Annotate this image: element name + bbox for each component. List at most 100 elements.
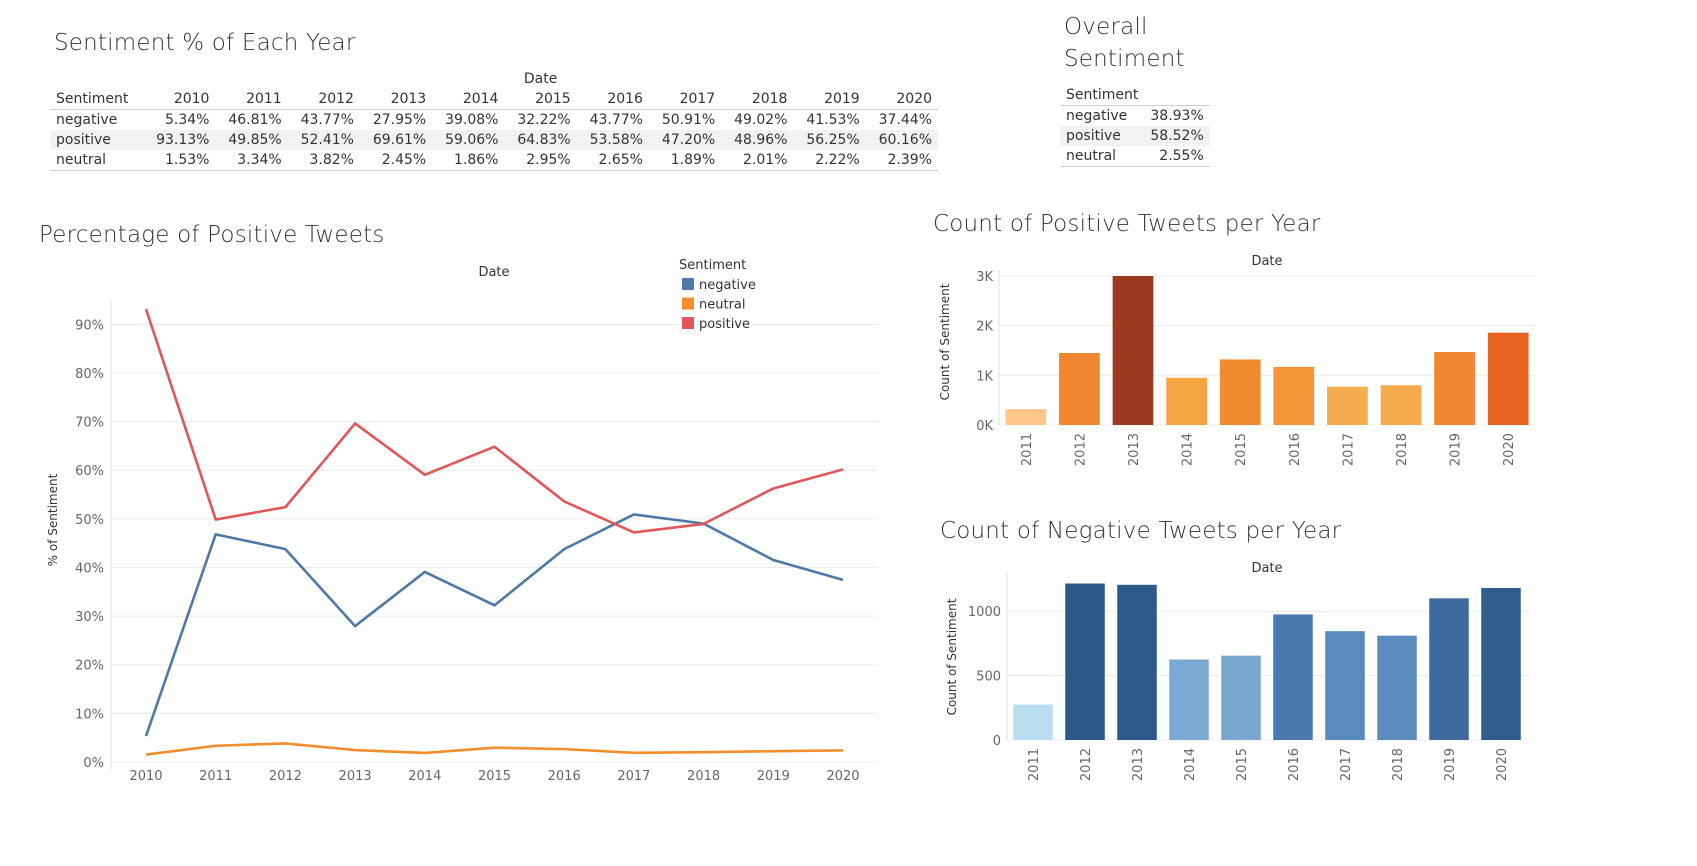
table-cell: 37.44%	[878, 112, 932, 128]
year-column-header: 2017	[648, 89, 722, 110]
x-tick-label: 2017	[1341, 433, 1356, 466]
legend-label: neutral	[699, 298, 746, 313]
table-cell: 5.34%	[164, 112, 210, 128]
table-cell: 2.55%	[1144, 146, 1210, 167]
bar	[1169, 659, 1209, 740]
legend-swatch	[682, 297, 694, 310]
table-cell: 50.91%	[661, 112, 716, 128]
table-cell: 2.22%	[793, 150, 866, 171]
y-axis-title: Count of Sentiment	[945, 598, 959, 715]
table-cell: 69.61%	[359, 130, 433, 150]
y-tick-label: 30%	[75, 610, 104, 625]
year-column-header: 2016	[576, 89, 649, 110]
table-cell: 43.77%	[589, 112, 643, 128]
negative-bar-chart-title: Count of Negative Tweets per Year	[940, 518, 1342, 544]
bar	[1434, 351, 1475, 425]
bar	[1065, 583, 1105, 740]
y-tick-label: 90%	[75, 318, 104, 333]
table-cell: 46.81%	[228, 112, 282, 128]
table-cell: 3.82%	[287, 150, 360, 171]
x-tick-label: 2017	[617, 769, 650, 784]
year-column-header: 2015	[504, 89, 577, 110]
legend-swatch	[682, 278, 694, 290]
bar	[1112, 276, 1154, 425]
overall-title-line1: Overall	[1064, 14, 1148, 40]
y-tick-label: 500	[976, 670, 1001, 685]
positive-bar-chart: 0K 1K 2K 3K 2011 2012 2013 2014 2015 2016 2017 2018…	[938, 254, 1535, 466]
x-tick-label: 2012	[1079, 748, 1094, 781]
x-tick-label: 2018	[1391, 748, 1406, 781]
y-tick-label: 1K	[976, 369, 993, 384]
y-tick-label: 2K	[976, 320, 993, 335]
bar	[1005, 409, 1047, 425]
x-tick-label: 2015	[1235, 748, 1250, 781]
table-cell: 2.65%	[576, 150, 649, 171]
table-cell: 2.39%	[865, 150, 938, 171]
y-tick-label: 40%	[75, 561, 104, 576]
year-column-header: 2010	[143, 89, 216, 110]
table-cell: 1.53%	[143, 150, 216, 171]
bar	[1377, 635, 1417, 740]
x-tick-label: 2019	[1449, 433, 1464, 466]
y-tick-label: 0%	[83, 756, 104, 771]
table-row: negative 38.93%	[1060, 106, 1210, 127]
table-cell: 60.16%	[865, 130, 938, 150]
x-tick-label: 2011	[199, 769, 232, 784]
year-column-header: 2013	[359, 89, 433, 110]
table-cell: 64.83%	[504, 130, 577, 150]
x-tick-label: 2014	[1181, 433, 1196, 466]
year-sentiment-table: Date Sentiment 2010 2011 2012 2013 2014 2015 2…	[50, 69, 938, 171]
x-axis-title: Date	[478, 265, 509, 280]
x-tick-label: 2018	[687, 769, 720, 784]
row-label: neutral	[1060, 146, 1145, 167]
year-table-title: Sentiment % of Each Year	[54, 30, 356, 56]
table-cell: 49.85%	[215, 130, 288, 150]
series-line-negative	[144, 513, 844, 737]
x-tick-label: 2020	[826, 769, 859, 784]
bar	[1481, 588, 1521, 740]
table-row: negative 5.34% 46.81% 43.77% 27.95% 39.08% 32.…	[50, 110, 938, 131]
negative-bar-chart: 0 500 1000 2011 2012 2013 2014 2015 2016 2017 2018…	[945, 561, 1527, 781]
x-tick-label: 2010	[129, 769, 162, 784]
legend-swatch	[682, 317, 694, 329]
table-row: positive 93.13% 49.85% 52.41% 69.61% 59.06% 64…	[50, 130, 938, 150]
bar	[1487, 332, 1529, 425]
y-axis-title: Count of Sentiment	[938, 283, 952, 400]
x-tick-label: 2011	[1027, 748, 1042, 781]
bar	[1013, 704, 1053, 740]
table-cell: 93.13%	[143, 130, 216, 150]
legend-label: positive	[699, 317, 750, 332]
overall-row-header-label: Sentiment	[1060, 85, 1145, 106]
x-tick-label: 2017	[1339, 748, 1354, 781]
bar	[1273, 614, 1313, 740]
x-tick-label: 2016	[548, 769, 581, 784]
table-cell: 2.95%	[504, 150, 577, 171]
bar	[1221, 655, 1261, 740]
x-tick-label: 2011	[1020, 433, 1035, 466]
overall-title-line2: Sentiment	[1064, 46, 1185, 72]
bar	[1166, 377, 1207, 425]
table-cell: 41.53%	[806, 112, 860, 128]
bar	[1117, 584, 1157, 740]
bar	[1219, 359, 1261, 425]
x-tick-label: 2013	[1131, 748, 1146, 781]
y-tick-label: 10%	[75, 707, 104, 722]
positive-bar-chart-title: Count of Positive Tweets per Year	[933, 211, 1321, 237]
bar	[1380, 385, 1422, 425]
x-tick-label: 2013	[339, 769, 372, 784]
y-tick-label: 80%	[75, 367, 104, 382]
table-column-group-label: Date	[523, 71, 558, 87]
legend-label: negative	[699, 278, 756, 293]
x-tick-label: 2018	[1395, 433, 1410, 466]
table-cell: 58.52%	[1144, 126, 1210, 146]
x-tick-label: 2014	[1183, 748, 1198, 781]
x-tick-label: 2020	[1495, 748, 1510, 781]
x-tick-label: 2019	[1443, 748, 1458, 781]
table-row-header-label: Sentiment	[50, 89, 144, 110]
table-row: neutral 1.53% 3.34% 3.82% 2.45% 1.86% 2.95% 2.6…	[50, 150, 938, 171]
y-tick-label: 0K	[976, 419, 993, 434]
table-cell: 47.20%	[648, 130, 722, 150]
table-row: neutral 2.55%	[1060, 146, 1210, 167]
table-cell: 48.96%	[721, 130, 794, 150]
year-column-header: 2019	[793, 89, 866, 110]
